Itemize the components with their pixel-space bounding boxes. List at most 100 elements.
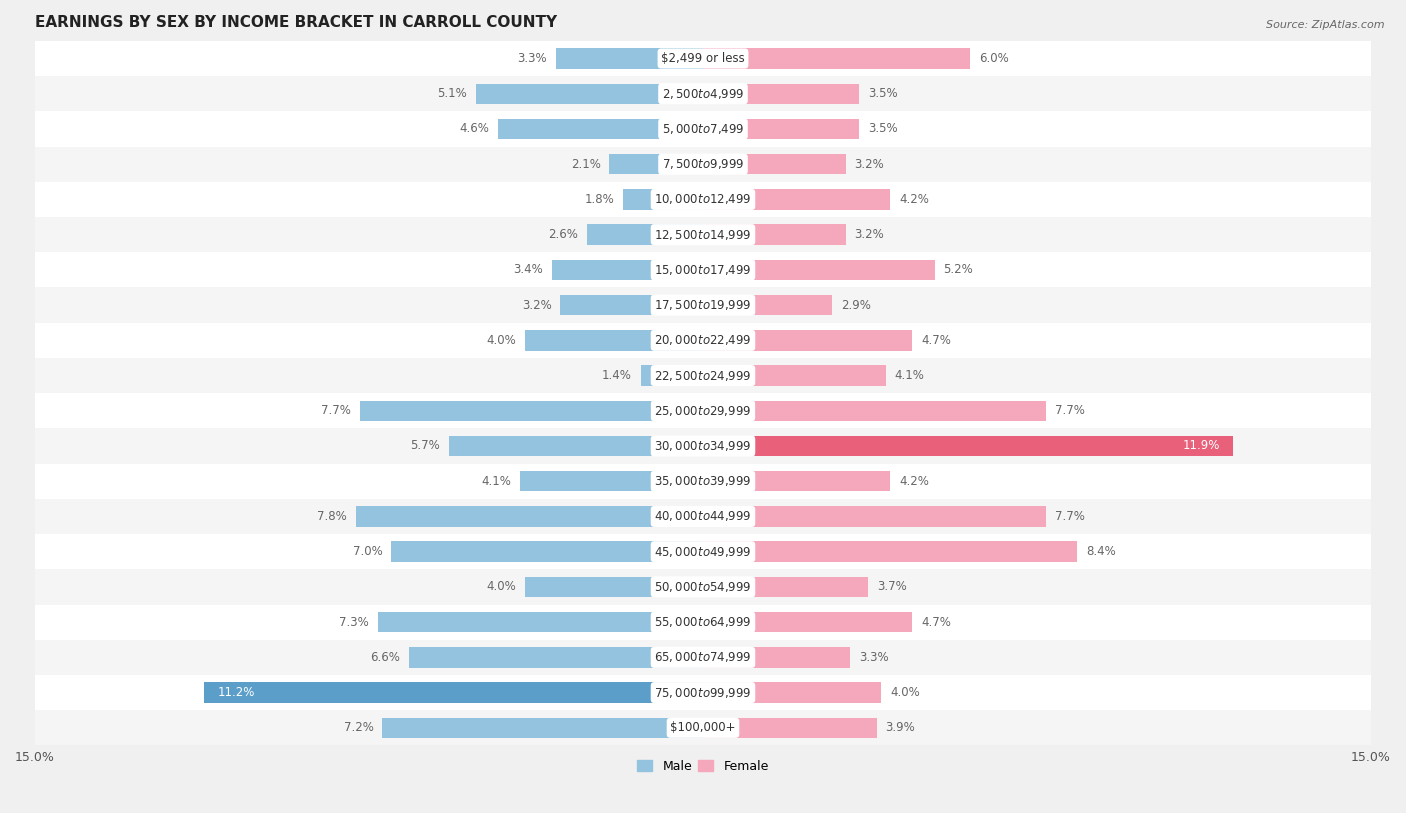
Bar [204, 682, 703, 702]
Bar [703, 224, 845, 245]
Bar [35, 640, 1371, 675]
Bar [703, 401, 1046, 421]
Text: 3.3%: 3.3% [859, 651, 889, 664]
Text: 4.6%: 4.6% [460, 123, 489, 136]
Bar [35, 605, 1371, 640]
Text: 4.0%: 4.0% [486, 580, 516, 593]
Text: 2.9%: 2.9% [841, 298, 870, 311]
Bar [703, 718, 877, 738]
Bar [588, 224, 703, 245]
Text: 4.7%: 4.7% [921, 615, 950, 628]
Bar [520, 471, 703, 491]
Text: 3.5%: 3.5% [868, 87, 897, 100]
Text: 4.7%: 4.7% [921, 334, 950, 347]
Text: $15,000 to $17,499: $15,000 to $17,499 [654, 263, 752, 277]
Text: $45,000 to $49,999: $45,000 to $49,999 [654, 545, 752, 559]
Text: $2,499 or less: $2,499 or less [661, 52, 745, 65]
Bar [641, 365, 703, 385]
Text: 7.0%: 7.0% [353, 546, 382, 559]
Text: 4.1%: 4.1% [482, 475, 512, 488]
Legend: Male, Female: Male, Female [633, 755, 773, 778]
Text: $65,000 to $74,999: $65,000 to $74,999 [654, 650, 752, 664]
Text: $35,000 to $39,999: $35,000 to $39,999 [654, 474, 752, 489]
Bar [35, 711, 1371, 746]
Bar [551, 259, 703, 280]
Bar [703, 119, 859, 139]
Bar [703, 647, 851, 667]
Bar [35, 358, 1371, 393]
Text: $2,500 to $4,999: $2,500 to $4,999 [662, 87, 744, 101]
Text: 2.6%: 2.6% [548, 228, 578, 241]
Text: $40,000 to $44,999: $40,000 to $44,999 [654, 510, 752, 524]
Bar [703, 576, 868, 597]
Text: 4.0%: 4.0% [486, 334, 516, 347]
Bar [555, 48, 703, 69]
Text: 5.2%: 5.2% [943, 263, 973, 276]
Bar [35, 323, 1371, 358]
Text: 7.7%: 7.7% [1054, 404, 1084, 417]
Text: $75,000 to $99,999: $75,000 to $99,999 [654, 685, 752, 700]
Bar [524, 330, 703, 350]
Bar [35, 217, 1371, 252]
Text: 3.2%: 3.2% [522, 298, 551, 311]
Text: $50,000 to $54,999: $50,000 to $54,999 [654, 580, 752, 594]
Text: $5,000 to $7,499: $5,000 to $7,499 [662, 122, 744, 136]
Text: 1.8%: 1.8% [583, 193, 614, 206]
Text: 11.9%: 11.9% [1182, 440, 1219, 453]
Bar [561, 295, 703, 315]
Bar [623, 189, 703, 210]
Bar [35, 111, 1371, 146]
Bar [35, 41, 1371, 76]
Text: 3.3%: 3.3% [517, 52, 547, 65]
Bar [409, 647, 703, 667]
Bar [35, 252, 1371, 288]
Text: 1.4%: 1.4% [602, 369, 631, 382]
Bar [524, 576, 703, 597]
Bar [382, 718, 703, 738]
Bar [703, 48, 970, 69]
Text: 4.1%: 4.1% [894, 369, 924, 382]
Bar [703, 506, 1046, 527]
Text: 6.6%: 6.6% [370, 651, 401, 664]
Bar [35, 76, 1371, 111]
Bar [703, 612, 912, 633]
Text: 5.7%: 5.7% [411, 440, 440, 453]
Bar [703, 189, 890, 210]
Bar [703, 154, 845, 175]
Text: 4.2%: 4.2% [898, 193, 929, 206]
Text: 3.2%: 3.2% [855, 228, 884, 241]
Text: $30,000 to $34,999: $30,000 to $34,999 [654, 439, 752, 453]
Bar [35, 675, 1371, 711]
Text: 7.7%: 7.7% [322, 404, 352, 417]
Bar [378, 612, 703, 633]
Bar [703, 682, 882, 702]
Bar [703, 330, 912, 350]
Bar [35, 146, 1371, 182]
Bar [609, 154, 703, 175]
Bar [391, 541, 703, 562]
Text: 4.0%: 4.0% [890, 686, 920, 699]
Text: $10,000 to $12,499: $10,000 to $12,499 [654, 193, 752, 207]
Text: 11.2%: 11.2% [218, 686, 254, 699]
Text: EARNINGS BY SEX BY INCOME BRACKET IN CARROLL COUNTY: EARNINGS BY SEX BY INCOME BRACKET IN CAR… [35, 15, 557, 30]
Bar [35, 569, 1371, 605]
Text: 3.5%: 3.5% [868, 123, 897, 136]
Bar [703, 84, 859, 104]
Text: 3.2%: 3.2% [855, 158, 884, 171]
Text: $17,500 to $19,999: $17,500 to $19,999 [654, 298, 752, 312]
Bar [703, 541, 1077, 562]
Text: 7.3%: 7.3% [339, 615, 368, 628]
Text: 3.4%: 3.4% [513, 263, 543, 276]
Bar [35, 428, 1371, 463]
Bar [703, 471, 890, 491]
Text: $22,500 to $24,999: $22,500 to $24,999 [654, 368, 752, 383]
Bar [703, 259, 935, 280]
Bar [703, 295, 832, 315]
Text: $12,500 to $14,999: $12,500 to $14,999 [654, 228, 752, 241]
Text: 2.1%: 2.1% [571, 158, 600, 171]
Bar [35, 463, 1371, 499]
Text: 4.2%: 4.2% [898, 475, 929, 488]
Text: $25,000 to $29,999: $25,000 to $29,999 [654, 404, 752, 418]
Text: $100,000+: $100,000+ [671, 721, 735, 734]
Bar [449, 436, 703, 456]
